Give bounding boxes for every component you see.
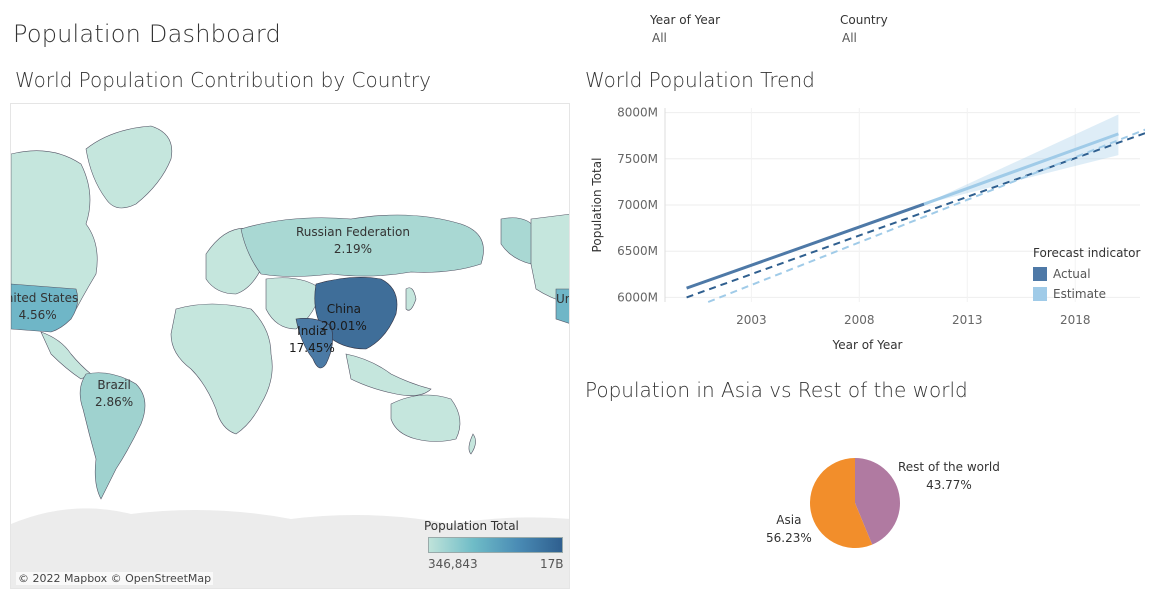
y-tick-label: 7000M <box>617 198 658 212</box>
map-label-brazil-pct: 2.86% <box>95 395 134 409</box>
land-southeast-asia <box>345 353 432 396</box>
map-label-china-pct: 20.01% <box>321 319 367 333</box>
series-line-estimate <box>707 128 1145 303</box>
pie-label-rest-pct: 43.77% <box>926 478 972 492</box>
map-label-united-states: United States 4.56% <box>11 290 79 324</box>
map-label-brazil-name: Brazil <box>97 378 131 392</box>
map-label-russia-name: Russian Federation <box>296 225 410 239</box>
map-legend-min: 346,843 <box>428 557 478 571</box>
pie-chart[interactable] <box>805 453 905 553</box>
trend-title: World Population Trend <box>585 68 815 92</box>
series-line-actual <box>686 132 1145 299</box>
pie-label-asia-name: Asia <box>776 513 802 527</box>
x-tick-label: 2013 <box>952 313 983 327</box>
estimate-swatch <box>1033 287 1047 301</box>
map-title: World Population Contribution by Country <box>15 68 431 92</box>
land-japan <box>405 287 417 311</box>
pie-label-rest: Rest of the world 43.77% <box>898 458 1000 494</box>
pie-label-asia-pct: 56.23% <box>766 531 812 545</box>
pie-title: Population in Asia vs Rest of the world <box>585 378 968 402</box>
legend-estimate-label: Estimate <box>1053 287 1107 301</box>
map-label-russia-pct: 2.19% <box>333 242 373 256</box>
dashboard-title: Population Dashboard <box>13 20 281 48</box>
land-united-states-east <box>555 288 569 324</box>
map-label-india: India 17.45% <box>289 323 335 357</box>
map-shapes <box>11 125 569 588</box>
map-label-china-name: China <box>326 302 362 316</box>
y-tick-label: 8000M <box>617 106 658 120</box>
land-africa <box>170 303 273 435</box>
forecast-legend-title: Forecast indicator <box>1033 246 1141 260</box>
filter-country-value[interactable]: All <box>842 31 857 45</box>
map-attribution[interactable]: © 2022 Mapbox © OpenStreetMap <box>16 572 214 585</box>
land-new-zealand <box>468 433 476 455</box>
pie-label-rest-name: Rest of the world <box>898 460 1000 474</box>
land-russia <box>240 214 484 277</box>
land-middle-east <box>265 277 322 330</box>
actual-swatch <box>1033 267 1047 281</box>
filter-year[interactable]: Year of Year All <box>650 13 720 45</box>
pie-slice-asia[interactable] <box>810 458 873 548</box>
x-tick-label: 2018 <box>1060 313 1091 327</box>
filter-country-label: Country <box>840 13 888 27</box>
map-label-china: China 20.01% <box>321 301 367 335</box>
map-legend-gradient <box>428 537 563 553</box>
map-legend-max: 17B <box>540 557 564 571</box>
x-tick-label: 2008 <box>844 313 875 327</box>
land-greenland <box>85 125 173 209</box>
world-map[interactable]: Russian Federation 2.19% China 20.01% In… <box>10 103 570 589</box>
forecast-legend: Forecast indicator Actual Estimate <box>1033 246 1140 304</box>
map-label-india-pct: 17.45% <box>289 341 335 355</box>
map-label-india-name: India <box>297 324 327 338</box>
legend-actual-label: Actual <box>1053 267 1091 281</box>
y-tick-label: 6500M <box>617 244 658 258</box>
pie-label-asia: Asia 56.23% <box>766 511 812 547</box>
land-antarctica <box>11 508 569 588</box>
land-australia <box>390 394 461 442</box>
map-label-brazil: Brazil 2.86% <box>95 377 133 411</box>
map-label-united-states-pct: 4.56% <box>18 308 57 322</box>
series-line-estimate <box>923 132 1119 206</box>
legend-item-estimate[interactable]: Estimate <box>1033 284 1140 304</box>
forecast-band <box>924 114 1119 205</box>
x-axis-title: Year of Year <box>831 338 902 352</box>
x-tick-label: 2003 <box>736 313 767 327</box>
y-tick-label: 7500M <box>617 152 658 166</box>
land-canada-east <box>530 213 569 304</box>
map-label-united-states-name: United States <box>11 291 79 305</box>
y-tick-label: 6000M <box>617 290 658 304</box>
trend-chart[interactable]: 6000M 6500M 7000M 7500M 8000M 2003 2008 2013 201… <box>585 100 1145 360</box>
map-legend-title: Population Total <box>424 519 519 533</box>
filter-country[interactable]: Country All <box>840 13 888 45</box>
land-brazil <box>79 372 146 500</box>
land-mexico <box>40 331 92 380</box>
y-axis-title: Population Total <box>590 158 604 253</box>
map-label-united-states-east: Ur <box>556 291 570 308</box>
map-label-united-states-east-name: Ur <box>556 292 570 306</box>
land-india <box>295 318 333 369</box>
pie-slice-rest-of-world[interactable] <box>855 458 900 545</box>
legend-item-actual[interactable]: Actual <box>1033 264 1140 284</box>
filter-year-label: Year of Year <box>650 13 721 27</box>
land-united-states <box>11 283 78 333</box>
filter-year-value[interactable]: All <box>652 31 667 45</box>
map-label-russia: Russian Federation 2.19% <box>296 224 410 258</box>
series-line-actual <box>686 202 925 290</box>
